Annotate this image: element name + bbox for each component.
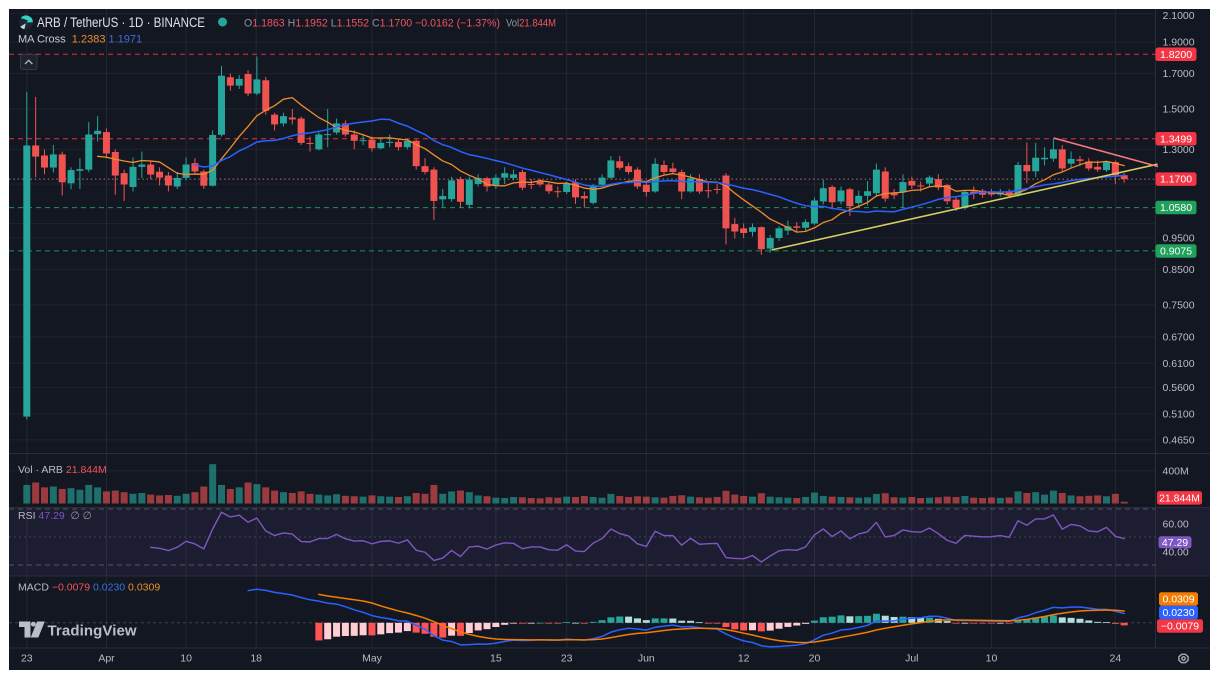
svg-text:−0.0079: −0.0079 — [1161, 621, 1199, 633]
svg-text:24: 24 — [1110, 653, 1122, 665]
svg-text:40.00: 40.00 — [1163, 547, 1189, 559]
svg-text:1.3000: 1.3000 — [1163, 144, 1195, 156]
svg-text:60.00: 60.00 — [1163, 519, 1189, 531]
svg-text:0.6700: 0.6700 — [1163, 331, 1195, 343]
svg-text:RSI 47.29 ∅ ∅: RSI 47.29 ∅ ∅ — [18, 510, 92, 522]
svg-text:0.4650: 0.4650 — [1163, 435, 1195, 447]
svg-text:Jun: Jun — [638, 653, 655, 665]
svg-text:0.6100: 0.6100 — [1163, 358, 1195, 370]
svg-text:MA Cross 1.2383 1.1971: MA Cross 1.2383 1.1971 — [18, 34, 142, 46]
svg-text:20: 20 — [809, 653, 821, 665]
svg-text:23: 23 — [21, 653, 33, 665]
svg-text:400M: 400M — [1163, 465, 1189, 477]
svg-text:0.5100: 0.5100 — [1163, 408, 1195, 420]
svg-text:12: 12 — [738, 653, 750, 665]
svg-text:0.8500: 0.8500 — [1163, 264, 1195, 276]
svg-text:0.7500: 0.7500 — [1163, 299, 1195, 311]
svg-text:1.1700: 1.1700 — [1160, 174, 1192, 186]
svg-text:Vol21.844M: Vol21.844M — [506, 18, 556, 30]
svg-text:15: 15 — [490, 653, 502, 665]
svg-text:10: 10 — [986, 653, 998, 665]
svg-text:1.8200: 1.8200 — [1160, 49, 1192, 61]
svg-text:0.0230: 0.0230 — [1162, 607, 1194, 619]
svg-text:MACD −0.0079 0.0230 0.0309: MACD −0.0079 0.0230 0.0309 — [18, 582, 160, 594]
svg-text:0.0309: 0.0309 — [1162, 594, 1194, 606]
svg-text:2.1000: 2.1000 — [1163, 10, 1195, 22]
svg-text:Apr: Apr — [98, 653, 115, 665]
svg-text:0.5600: 0.5600 — [1163, 382, 1195, 394]
svg-text:47.29: 47.29 — [1162, 537, 1188, 549]
svg-text:1.5000: 1.5000 — [1163, 104, 1195, 116]
svg-text:Vol · ARB 21.844M: Vol · ARB 21.844M — [18, 464, 107, 476]
svg-text:1.0580: 1.0580 — [1160, 202, 1192, 214]
svg-text:O1.1863 H1.1952 L1.1552 C1.170: O1.1863 H1.1952 L1.1552 C1.1700 −0.0162 … — [244, 18, 500, 30]
svg-text:May: May — [362, 653, 383, 665]
svg-text:1.3499: 1.3499 — [1160, 133, 1192, 145]
svg-text:0.9075: 0.9075 — [1160, 246, 1192, 258]
svg-text:23: 23 — [561, 653, 573, 665]
svg-text:1.7000: 1.7000 — [1163, 68, 1195, 80]
svg-text:ARB / TetherUS · 1D · BINANCE: ARB / TetherUS · 1D · BINANCE — [37, 15, 205, 30]
svg-text:18: 18 — [250, 653, 262, 665]
svg-text:0.9500: 0.9500 — [1163, 233, 1195, 245]
svg-text:1.9000: 1.9000 — [1163, 37, 1195, 49]
svg-text:21.844M: 21.844M — [1159, 493, 1200, 505]
svg-text:Jul: Jul — [905, 653, 918, 665]
svg-text:TradingView: TradingView — [48, 623, 137, 640]
svg-text:10: 10 — [180, 653, 192, 665]
